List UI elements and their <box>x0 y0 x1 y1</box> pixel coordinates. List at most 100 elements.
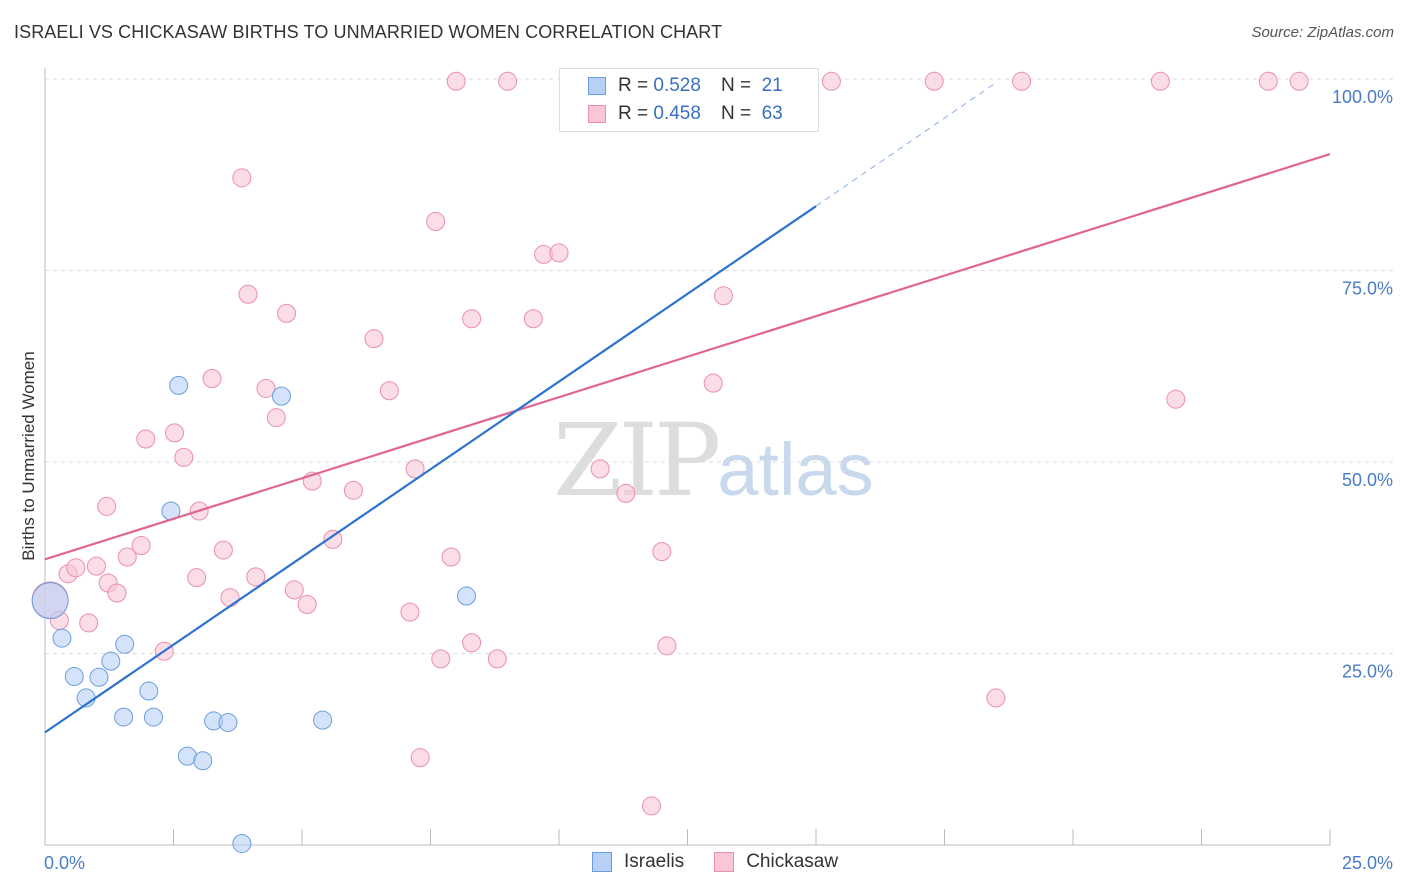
legend-r-value: 0.528 <box>653 75 701 96</box>
chickasaw-point <box>165 423 185 443</box>
chickasaw-point <box>323 529 343 549</box>
x-tick-label: 25.0% <box>1342 853 1393 873</box>
y-tick-label: 25.0% <box>1342 662 1393 682</box>
chickasaw-point <box>703 373 723 393</box>
source-label: Source: ZipAtlas.com <box>1251 24 1394 41</box>
israelis-point <box>101 651 121 671</box>
chickasaw-point <box>410 748 430 768</box>
chickasaw-point <box>446 71 466 91</box>
legend-row-israelis: R = 0.528 N = 21 <box>560 73 783 99</box>
israelis-point <box>64 666 84 686</box>
israelis-swatch <box>588 77 606 95</box>
chickasaw-point <box>523 309 543 329</box>
chickasaw-point <box>364 329 384 349</box>
legend-r-label: R = <box>618 103 649 124</box>
watermark-zip: ZIP <box>553 402 721 519</box>
chickasaw-point <box>441 547 461 567</box>
chickasaw-point <box>426 211 446 231</box>
chickasaw-point <box>187 568 207 588</box>
chickasaw-point <box>379 381 399 401</box>
chickasaw-point <box>246 567 266 587</box>
legend-n-value: 21 <box>761 75 783 96</box>
chickasaw-point <box>343 480 363 500</box>
chickasaw-point <box>232 168 252 188</box>
chickasaw-point <box>136 429 156 449</box>
stats-legend: R = 0.528 N = 21 R = 0.458 N = 63 <box>559 68 819 132</box>
y-tick-label: 50.0% <box>1342 470 1393 490</box>
chickasaw-point <box>1012 71 1032 91</box>
chickasaw-point <box>924 71 944 91</box>
chickasaw-point <box>549 243 569 263</box>
chickasaw-point <box>297 594 317 614</box>
chart-title: ISRAELI VS CHICKASAW BIRTHS TO UNMARRIED… <box>14 22 723 42</box>
chickasaw-point <box>238 284 258 304</box>
israelis-point <box>139 681 159 701</box>
chickasaw-point <box>590 459 610 479</box>
chickasaw-point <box>405 459 425 479</box>
chickasaw-point <box>498 71 518 91</box>
chickasaw-point <box>117 547 137 567</box>
chickasaw-point <box>657 636 677 656</box>
y-tick-label: 100.0% <box>1332 87 1393 107</box>
watermark: ZIPatlas <box>553 402 874 519</box>
israelis-trendline-extension <box>815 82 997 207</box>
legend-n-value: 63 <box>761 103 783 124</box>
chickasaw-point <box>86 556 106 576</box>
legend-r-value: 0.458 <box>653 103 701 124</box>
chickasaw-point <box>821 71 841 91</box>
chickasaw-legend-swatch <box>714 852 735 872</box>
chickasaw-point <box>213 540 233 560</box>
legend-n-label: N = <box>720 75 752 96</box>
chickasaw-point <box>1166 389 1186 409</box>
israelis-trendline <box>44 205 817 734</box>
chickasaw-point <box>266 408 286 428</box>
israelis-point <box>114 707 134 727</box>
chickasaw-point <box>284 580 304 600</box>
israelis-point <box>115 634 135 654</box>
legend-n-label: N = <box>720 103 752 124</box>
chickasaw-point <box>79 613 99 633</box>
y-axis-label: Births to Unmarried Women <box>19 351 38 561</box>
chickasaw-trendline <box>44 153 1331 561</box>
chickasaw-point <box>97 496 117 516</box>
chickasaw-point <box>431 649 451 669</box>
chickasaw-point <box>174 447 194 467</box>
chickasaw-point <box>986 688 1006 708</box>
chickasaw-point <box>202 369 222 389</box>
israelis-point <box>52 628 72 648</box>
chickasaw-point <box>713 286 733 306</box>
chickasaw-point <box>131 535 151 555</box>
israelis-point <box>271 386 291 406</box>
chickasaw-point <box>487 649 507 669</box>
chickasaw-point <box>107 583 127 603</box>
chickasaw-legend-label: Chickasaw <box>746 851 839 872</box>
chickasaw-point <box>462 633 482 653</box>
y-tick-label: 75.0% <box>1342 279 1393 299</box>
chickasaw-point <box>400 602 420 622</box>
chickasaw-point <box>616 483 636 503</box>
chickasaw-point <box>1150 71 1170 91</box>
israelis-legend-label: Israelis <box>624 851 685 872</box>
chickasaw-point <box>1289 71 1309 91</box>
chickasaw-point <box>220 588 240 608</box>
chickasaw-point <box>66 558 86 578</box>
israelis-point <box>313 710 333 730</box>
chickasaw-point <box>652 542 672 562</box>
chickasaw-swatch <box>588 105 606 123</box>
chickasaw-point <box>642 796 662 816</box>
israelis-point <box>89 667 109 687</box>
israelis-point <box>169 375 189 395</box>
israelis-point <box>31 582 69 620</box>
series-legend: Israelis Chickasaw <box>592 851 838 873</box>
israelis-point <box>193 751 213 771</box>
chickasaw-point <box>256 378 276 398</box>
watermark-atlas: atlas <box>717 428 874 511</box>
chickasaw-point <box>462 309 482 329</box>
chickasaw-point <box>1258 71 1278 91</box>
israelis-point <box>143 707 163 727</box>
israelis-point <box>232 833 252 853</box>
legend-row-chickasaw: R = 0.458 N = 63 <box>560 101 783 127</box>
israelis-point <box>218 712 238 732</box>
legend-r-label: R = <box>618 75 649 96</box>
